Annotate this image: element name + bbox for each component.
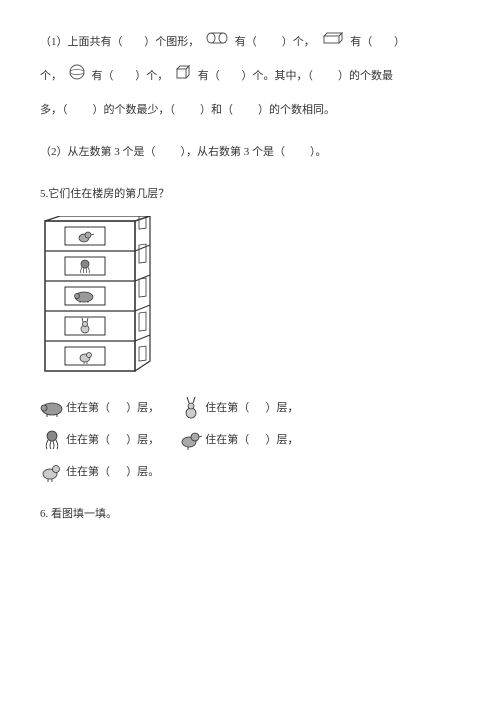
q5-item-octopus: 住在第（ ）层， [40,428,159,452]
blank [236,104,256,116]
blank [110,460,126,484]
blank [375,36,391,48]
q1-text: ）和（ [200,104,233,116]
q1-text: 有（ [92,70,114,82]
q1-text: ）的个数相同。 [258,104,335,116]
q5-item-pig: 住在第（ ）层， [40,396,159,420]
q5-text: ）层， [126,396,159,420]
q5-item-rabbit: 住在第（ ）层， [179,396,298,420]
q5-text: 住在第（ [66,396,110,420]
q2-line: （2）从左数第 3 个是（ ），从右数第 3 个是（ ）。 [40,140,460,164]
q5-text: 住在第（ [205,428,249,452]
q5-text: ）层， [266,396,299,420]
question-1: （1）上面共有（ ）个图形， 有（ ）个， 有（ ） [40,30,460,122]
blank [260,36,280,48]
cuboid-icon [321,30,345,54]
q1-text: 多，（ [40,104,68,116]
q1-text: 个， [40,70,62,82]
q1-text: ）的个数最 [338,70,393,82]
blank [125,36,141,48]
q5-text: ）层， [126,428,159,452]
q1-text: ）个图形， [144,36,199,48]
blank [316,70,336,82]
question-2: （2）从左数第 3 个是（ ），从右数第 3 个是（ ）。 [40,140,460,164]
building-diagram [40,216,460,385]
blank [178,104,198,116]
sphere-icon [68,63,86,90]
q5-row-2: 住在第（ ）层， 住在第（ ）层， [40,428,460,452]
q1-text: 有（ [198,70,220,82]
q1-text: ）个， [282,36,315,48]
q5-item-bird: 住在第（ ）层， [179,428,298,452]
q1-line2: 个， 有（ ）个， 有（ ）个。其中，（ ）的个数最 [40,63,460,90]
blank [249,428,265,452]
q5-row-1: 住在第（ ）层， 住在第（ ）层， [40,396,460,420]
q5-title: 5.它们住在楼房的第几层？ [40,182,460,206]
q1-text: ）个。其中，（ [242,70,314,82]
chick-icon [40,461,64,483]
blank [223,70,239,82]
q6-title: 6. 看图填一填。 [40,502,460,526]
rabbit-icon [179,397,203,419]
blank [158,146,178,158]
q5-text: 住在第（ [205,396,249,420]
q5-text: 住在第（ [66,428,110,452]
q1-text: ）个， [135,70,168,82]
blank [116,70,132,82]
q1-text: （1）上面共有（ [40,36,123,48]
q5-text: ）层。 [126,460,159,484]
q5-row-3: 住在第（ ）层。 [40,460,460,484]
blank [70,104,90,116]
q2-text: ），从右数第 3 个是（ [181,146,286,158]
q5-item-chick: 住在第（ ）层。 [40,460,159,484]
question-5: 5.它们住在楼房的第几层？ [40,182,460,484]
q1-text: ） [394,36,405,48]
q1-text: 有（ [350,36,372,48]
blank [249,396,265,420]
cylinder-icon [205,30,229,54]
bird-icon [179,429,203,451]
blank [110,428,126,452]
q1-line1: （1）上面共有（ ）个图形， 有（ ）个， 有（ ） [40,30,460,55]
blank [288,146,308,158]
octopus-icon [40,429,64,451]
cube-icon [174,63,192,90]
q5-text: ）层， [266,428,299,452]
q1-line3: 多，（ ）的个数最少，（ ）和（ ）的个数相同。 [40,98,460,122]
q5-text: 住在第（ [66,460,110,484]
pig-icon [40,397,64,419]
q1-text: 有（ [235,36,257,48]
q1-text: ）的个数最少，（ [93,104,176,116]
q2-text: ）。 [310,146,327,158]
q2-text: （2）从左数第 3 个是（ [40,146,156,158]
question-6: 6. 看图填一填。 [40,502,460,526]
blank [110,396,126,420]
